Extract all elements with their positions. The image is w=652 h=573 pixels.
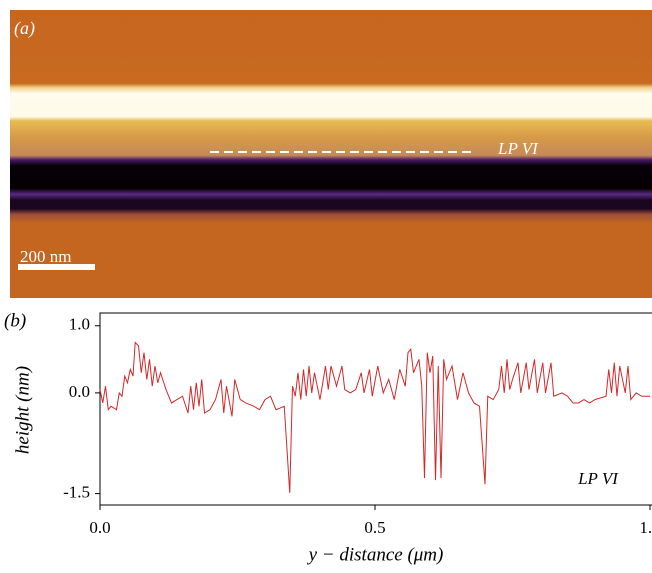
y-tick-label: -1.5 [63, 482, 90, 501]
plot-frame [99, 312, 652, 506]
y-tick-label: 1.0 [69, 315, 90, 334]
profile-line [99, 341, 650, 493]
x-tick-label: 0.0 [89, 518, 110, 537]
panel-a: (a) LP VI 200 nm [10, 10, 652, 298]
panel-label: (a) [14, 18, 35, 39]
y-tick-label: 0.0 [69, 382, 90, 401]
x-axis-label: y − distance (μm) [307, 544, 444, 565]
scale-bar-label: 200 nm [20, 247, 71, 266]
annotation: LP VI [497, 139, 539, 158]
scale-bar [18, 264, 95, 270]
annotation: LP VI [577, 469, 619, 488]
y-axis-label: height (nm) [12, 366, 33, 454]
x-tick-label: 1.0 [639, 518, 652, 537]
afm-image [10, 10, 652, 298]
panel-label: (b) [4, 310, 26, 331]
x-tick-label: 0.5 [364, 518, 385, 537]
panel-b: (b) LP VI y − distance (μm) height (nm) … [4, 310, 652, 565]
